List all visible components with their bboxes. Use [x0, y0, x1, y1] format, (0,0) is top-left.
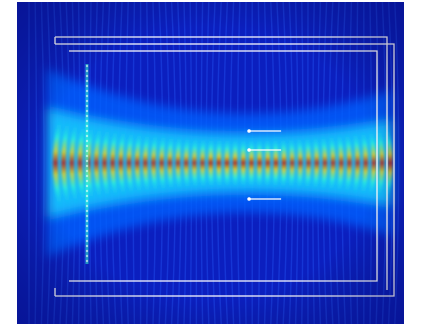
- vignette: [17, 2, 404, 324]
- wave-field-figure: [17, 2, 404, 324]
